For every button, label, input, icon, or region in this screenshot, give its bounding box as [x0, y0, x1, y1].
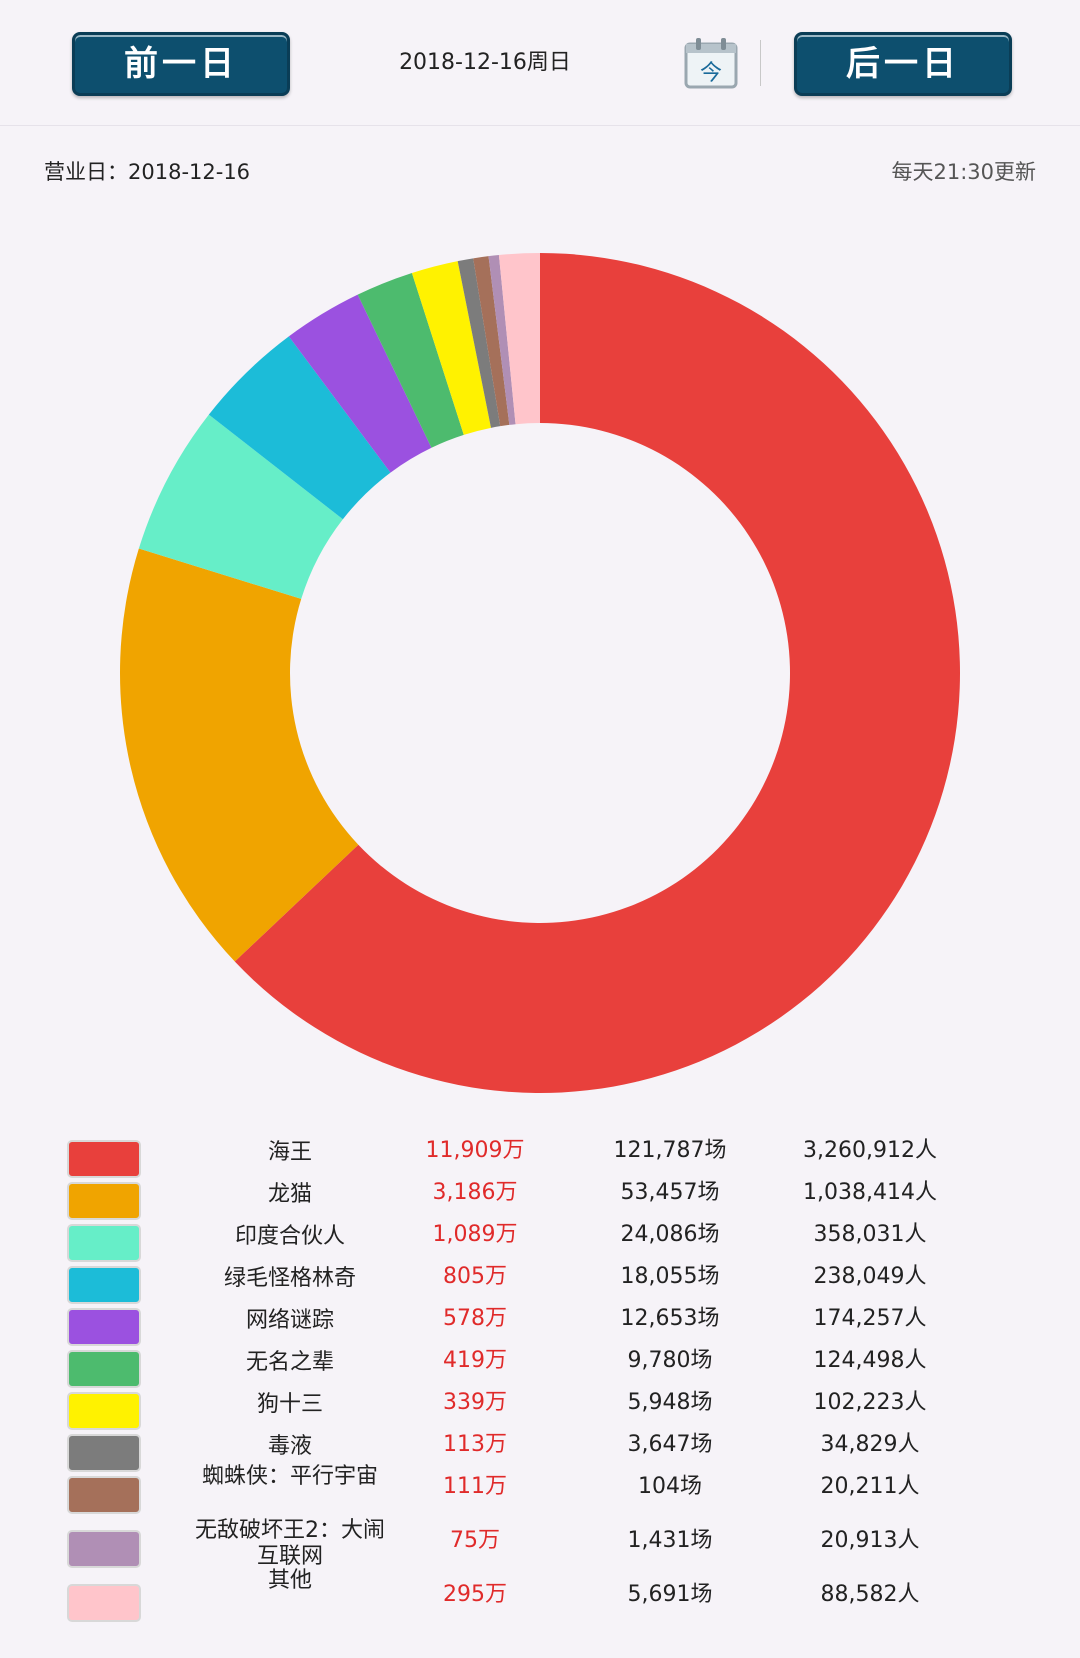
legend-swatch	[67, 1182, 141, 1220]
shows-value: 121,787场	[613, 1138, 727, 1163]
donut-slice-4[interactable]	[208, 336, 391, 520]
donut-slice-11[interactable]	[498, 253, 540, 425]
donut-slice-1[interactable]	[234, 253, 960, 1093]
audience-value: 20,211人	[820, 1474, 920, 1499]
shows-value: 3,647场	[627, 1432, 713, 1457]
box-office-value: 419万	[443, 1348, 507, 1373]
audience-value: 1,038,414人	[803, 1180, 937, 1205]
legend-swatch	[67, 1584, 141, 1622]
audience-value: 238,049人	[813, 1264, 927, 1289]
legend-row[interactable]: 无敌破坏王2：大闹互联网 75万 1,431场 20,913人	[0, 1518, 1080, 1570]
legend-row[interactable]: 其他 295万 5,691场 88,582人	[0, 1568, 1080, 1624]
legend-row[interactable]: 海王 11,909万 121,787场 3,260,912人	[0, 1138, 1080, 1180]
box-office-value: 805万	[443, 1264, 507, 1289]
donut-slice-5[interactable]	[288, 294, 432, 473]
movie-name: 蜘蛛侠：平行宇宙	[201, 1464, 378, 1489]
donut-slice-10[interactable]	[488, 255, 516, 425]
calendar-today-label: 今	[700, 61, 722, 86]
box-office-value: 295万	[443, 1582, 507, 1607]
movie-name: 龙猫	[267, 1182, 312, 1207]
next-day-button[interactable]: 后一日	[794, 32, 1012, 96]
movie-name: 无敌破坏王2：大闹互联网	[195, 1518, 385, 1569]
legend-swatch	[67, 1140, 141, 1178]
shows-value: 9,780场	[627, 1348, 713, 1373]
previous-day-button[interactable]: 前一日	[72, 32, 290, 96]
donut-slice-8[interactable]	[457, 258, 501, 428]
legend-swatch	[67, 1308, 141, 1346]
audience-value: 174,257人	[813, 1306, 927, 1331]
legend-row[interactable]: 印度合伙人 1,089万 24,086场 358,031人	[0, 1222, 1080, 1264]
current-date[interactable]: 2018-12-16周日	[399, 50, 571, 75]
shows-value: 5,948场	[627, 1390, 713, 1415]
box-office-value: 1,089万	[432, 1222, 518, 1247]
movie-name: 无名之辈	[245, 1350, 334, 1375]
donut-slice-7[interactable]	[411, 261, 492, 435]
donut-slice-2[interactable]	[119, 548, 359, 962]
shows-value: 24,086场	[620, 1222, 720, 1247]
movie-name: 网络谜踪	[245, 1308, 334, 1333]
legend-swatch	[67, 1530, 141, 1568]
box-office-donut-chart	[119, 253, 960, 1093]
movie-name: 毒液	[267, 1434, 312, 1459]
movie-name: 海王	[267, 1140, 312, 1165]
box-office-value: 578万	[443, 1306, 507, 1331]
legend-row[interactable]: 龙猫 3,186万 53,457场 1,038,414人	[0, 1180, 1080, 1222]
audience-value: 358,031人	[813, 1222, 927, 1247]
audience-value: 88,582人	[820, 1582, 920, 1607]
audience-value: 3,260,912人	[803, 1138, 937, 1163]
legend-swatch	[67, 1224, 141, 1262]
legend-swatch	[67, 1350, 141, 1388]
shows-value: 53,457场	[620, 1180, 720, 1205]
legend-row[interactable]: 蜘蛛侠：平行宇宙 111万 104场 20,211人	[0, 1464, 1080, 1516]
box-office-value: 75万	[450, 1528, 500, 1553]
shows-value: 1,431场	[627, 1528, 713, 1553]
shows-value: 5,691场	[627, 1582, 713, 1607]
legend-row[interactable]: 网络谜踪 578万 12,653场 174,257人	[0, 1306, 1080, 1348]
donut-slice-9[interactable]	[473, 256, 510, 427]
audience-value: 124,498人	[813, 1348, 927, 1373]
divider	[760, 40, 761, 86]
movie-name: 印度合伙人	[234, 1224, 345, 1249]
movie-name: 其他	[267, 1568, 312, 1593]
legend-swatch	[67, 1266, 141, 1304]
business-day-label: 营业日：2018-12-16	[44, 160, 251, 184]
shows-value: 18,055场	[620, 1264, 720, 1289]
box-office-value: 339万	[443, 1390, 507, 1415]
update-note: 每天21:30更新	[891, 160, 1036, 184]
audience-value: 34,829人	[820, 1432, 920, 1457]
shows-value: 104场	[638, 1474, 702, 1499]
legend-swatch	[67, 1434, 141, 1472]
box-office-value: 113万	[443, 1432, 507, 1457]
top-bar: 前一日 2018-12-16周日 今 后一日	[0, 0, 1080, 126]
legend-swatch	[67, 1476, 141, 1514]
shows-value: 12,653场	[620, 1306, 720, 1331]
donut-slice-6[interactable]	[357, 273, 464, 448]
box-office-value: 11,909万	[425, 1138, 525, 1163]
legend-swatch	[67, 1392, 141, 1430]
legend-row[interactable]: 无名之辈 419万 9,780场 124,498人	[0, 1348, 1080, 1390]
legend-row[interactable]: 狗十三 339万 5,948场 102,223人	[0, 1390, 1080, 1432]
donut-slice-3[interactable]	[138, 414, 343, 599]
box-office-value: 111万	[443, 1474, 507, 1499]
movie-name: 狗十三	[256, 1392, 323, 1417]
audience-value: 20,913人	[820, 1528, 920, 1553]
legend-row[interactable]: 毒液 113万 3,647场 34,829人	[0, 1432, 1080, 1474]
audience-value: 102,223人	[813, 1390, 927, 1415]
box-office-value: 3,186万	[432, 1180, 518, 1205]
calendar-today-icon[interactable]: 今	[683, 36, 739, 90]
legend-row[interactable]: 绿毛怪格林奇 805万 18,055场 238,049人	[0, 1264, 1080, 1306]
movie-name: 绿毛怪格林奇	[223, 1266, 356, 1291]
